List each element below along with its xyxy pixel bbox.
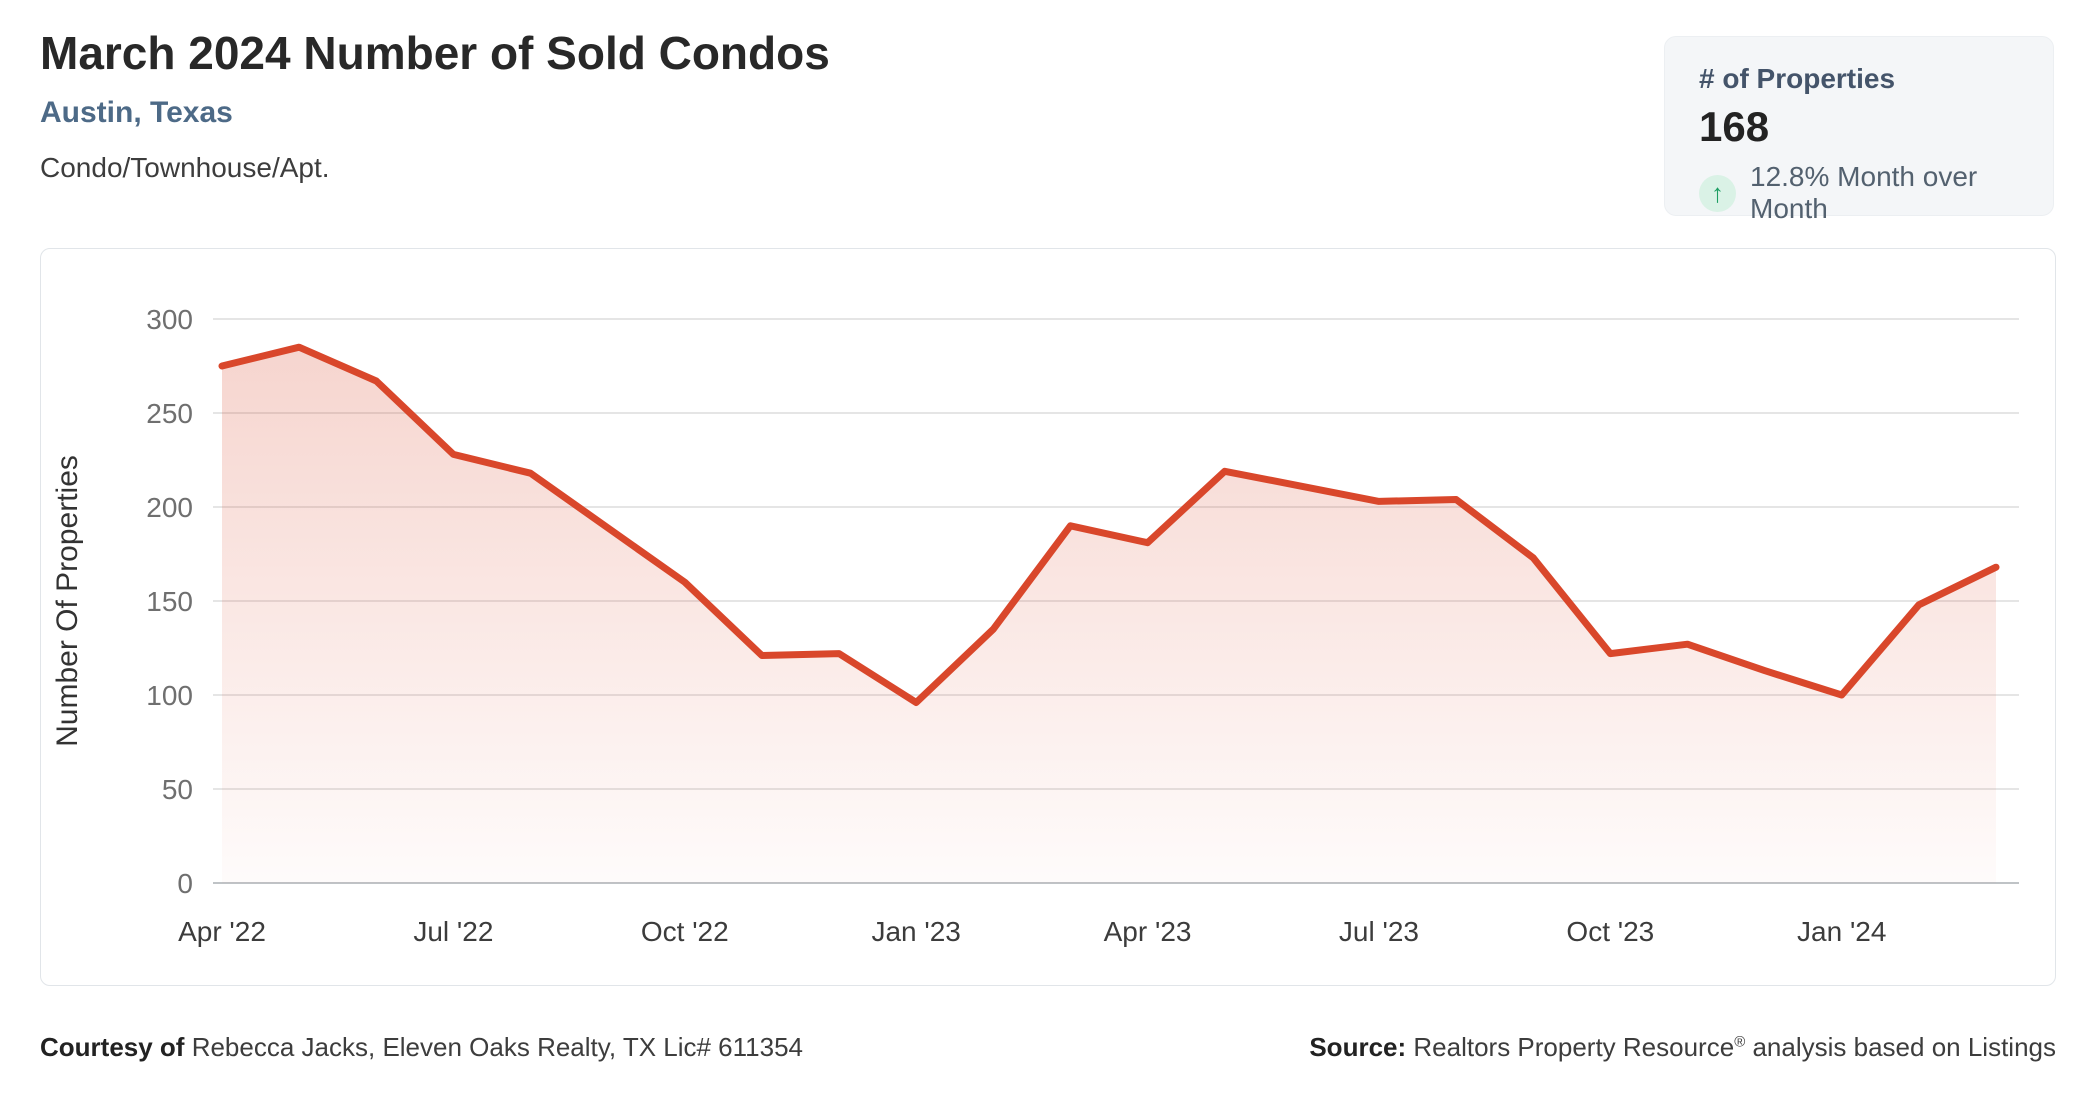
x-tick-label: Apr '22 — [178, 916, 266, 947]
source-label: Source: — [1309, 1032, 1407, 1062]
sold-condos-chart-card: 0 50 100 150 200 250 300 Apr '22 Jul '22 Oct '22 J… — [40, 248, 2056, 986]
x-tick-label: Oct '22 — [641, 916, 729, 947]
page-title: March 2024 Number of Sold Condos — [40, 27, 830, 79]
y-tick-label: 100 — [146, 680, 193, 711]
location-subtitle: Austin, Texas — [40, 96, 233, 129]
series-line — [218, 343, 2000, 706]
x-tick-label: Jan '24 — [1797, 916, 1886, 947]
y-tick-label: 200 — [146, 492, 193, 523]
y-tick-label: 50 — [162, 774, 193, 805]
x-tick-label: Jul '22 — [413, 916, 493, 947]
stat-label: # of Properties — [1699, 63, 1896, 94]
y-tick-label: 250 — [146, 398, 193, 429]
x-tick-label: Jan '23 — [871, 916, 960, 947]
source-text-tail: analysis based on Listings — [1745, 1032, 2056, 1062]
footer-source: Source: Realtors Property Resource® anal… — [1309, 1032, 2056, 1063]
y-tick-label: 150 — [146, 586, 193, 617]
y-axis-title: Number Of Properties — [51, 455, 84, 747]
x-tick-label: Oct '23 — [1566, 916, 1654, 947]
source-text: Realtors Property Resource — [1406, 1032, 1735, 1062]
up-arrow-icon: ↑ — [1711, 178, 1724, 209]
x-tick-label: Jul '23 — [1339, 916, 1419, 947]
courtesy-text: Rebecca Jacks, Eleven Oaks Realty, TX Li… — [184, 1032, 804, 1062]
courtesy-label: Courtesy of — [40, 1032, 185, 1062]
series-area — [222, 347, 1996, 883]
stat-change-row: ↑ 12.8% Month over Month — [1699, 161, 2019, 225]
trend-up-badge: ↑ — [1699, 174, 1736, 212]
registered-mark: ® — [1734, 1033, 1746, 1051]
stat-value: 168 — [1699, 103, 1770, 150]
footer-courtesy: Courtesy of Rebecca Jacks, Eleven Oaks R… — [40, 1032, 803, 1063]
properties-stat-card: # of Properties 168 ↑ 12.8% Month over M… — [1664, 36, 2054, 224]
sold-condos-area-chart: 0 50 100 150 200 250 300 Apr '22 Jul '22 Oct '22 J… — [51, 304, 2019, 947]
x-tick-labels: Apr '22 Jul '22 Oct '22 Jan '23 Apr '23 Jul '… — [178, 916, 1886, 947]
y-tick-labels: 0 50 100 150 200 250 300 — [146, 304, 193, 899]
property-type-label: Condo/Townhouse/Apt. — [40, 152, 330, 183]
x-tick-label: Apr '23 — [1104, 916, 1192, 947]
month-over-month-text: 12.8% Month over Month — [1750, 161, 1978, 225]
y-tick-label: 300 — [146, 304, 193, 335]
report-header: March 2024 Number of Sold Condos Austin,… — [40, 26, 830, 184]
y-tick-label: 0 — [177, 868, 193, 899]
